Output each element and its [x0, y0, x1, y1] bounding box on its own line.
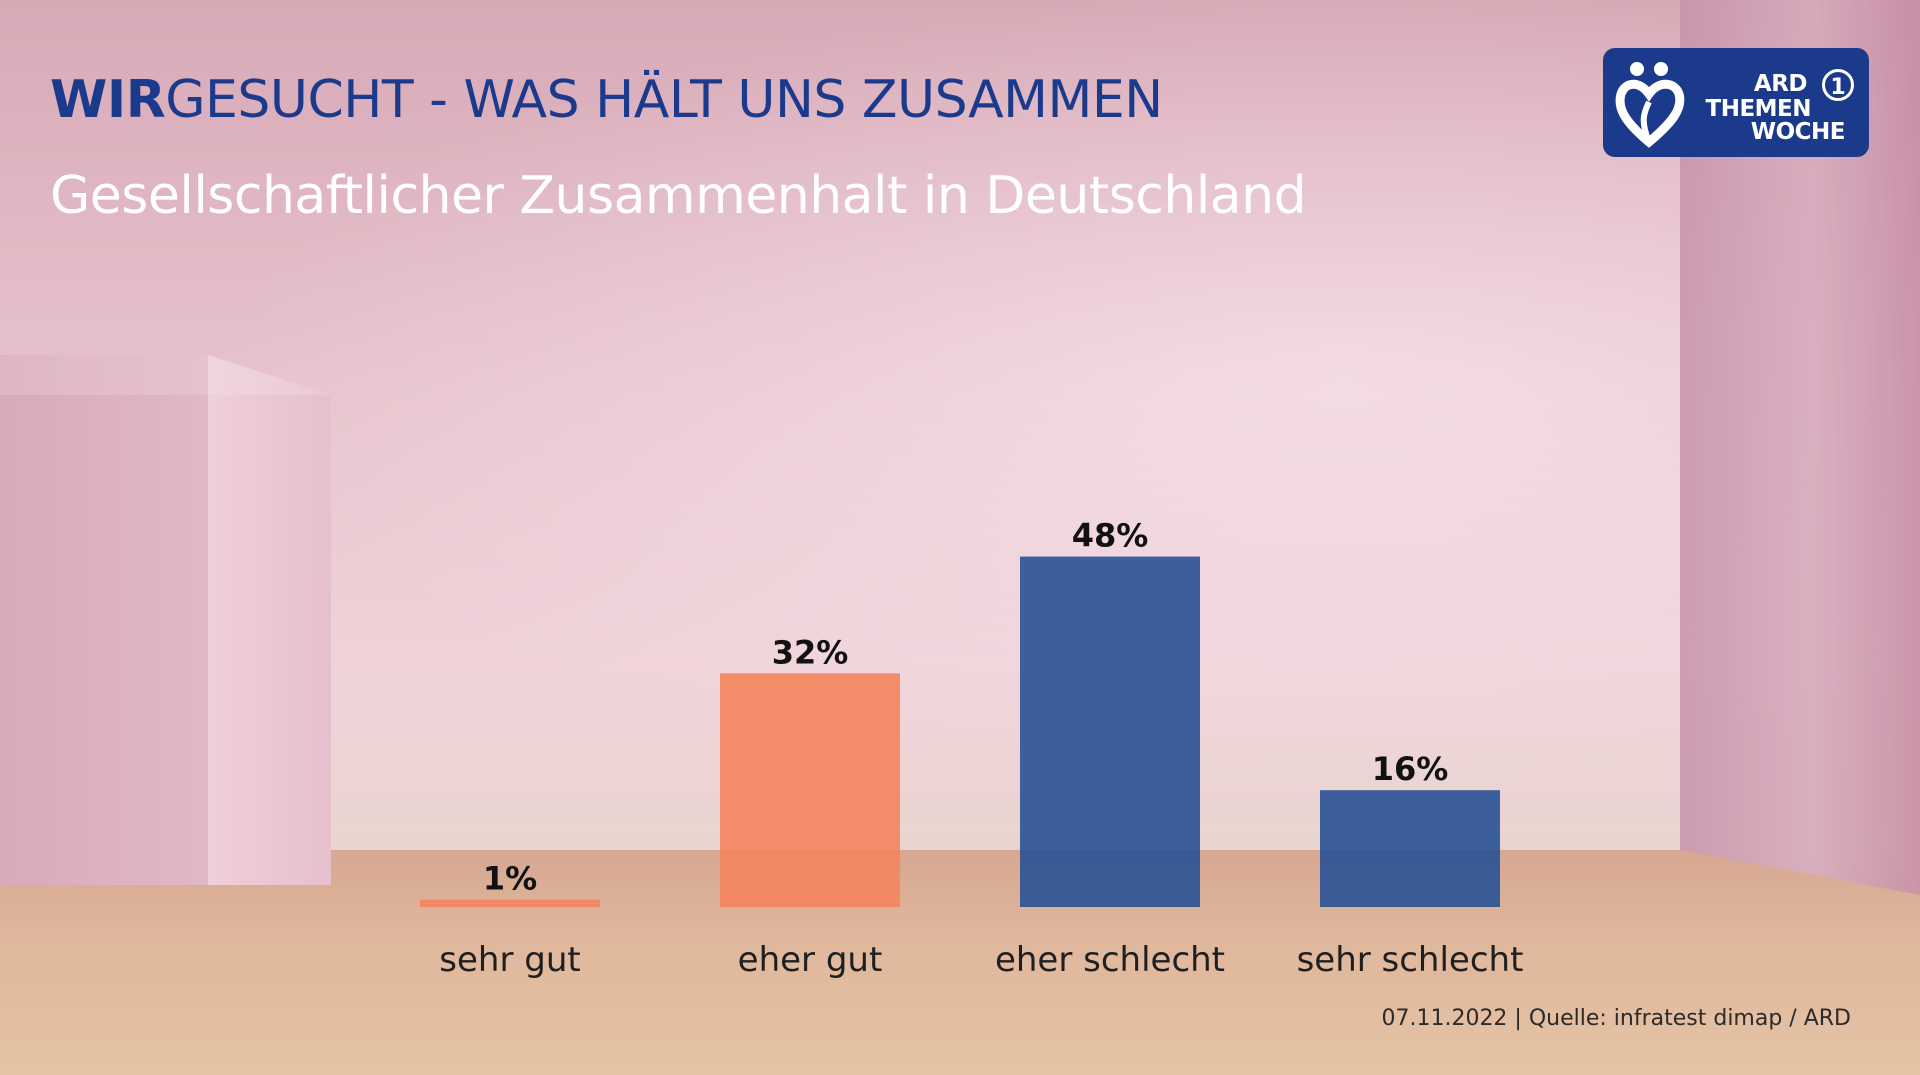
chart-subtitle: Gesellschaftlicher Zusammenhalt in Deuts…: [50, 166, 1307, 226]
logo-themen-text: THEMEN: [1705, 96, 1812, 122]
ard-one-icon: 1: [1822, 69, 1854, 101]
data-label: 32%: [772, 633, 849, 671]
bar-sehr-gut: [420, 899, 600, 907]
data-label: 48%: [1072, 517, 1149, 555]
title-strong: WIR: [50, 70, 166, 130]
bar-eher-schlecht: [1020, 556, 1200, 907]
title-rest: GESUCHT - WAS HÄLT UNS ZUSAMMEN: [165, 70, 1163, 130]
bar-sehr-schlecht: [1320, 790, 1500, 907]
logo-woche-text: WOCHE: [1750, 119, 1846, 145]
page-title: WIRGESUCHT - WAS HÄLT UNS ZUSAMMEN: [50, 70, 1163, 130]
category-label: eher schlecht: [995, 940, 1225, 980]
data-label: 1%: [483, 860, 537, 898]
bar-eher-gut: [720, 673, 900, 907]
category-label: eher gut: [738, 940, 883, 980]
category-label: sehr gut: [439, 940, 580, 980]
category-label: sehr schlecht: [1297, 940, 1524, 980]
logo-ard-text: ARD: [1753, 71, 1808, 97]
ard-themenwoche-logo: ARD 1 THEMEN WOCHE: [1603, 48, 1869, 157]
heart-people-icon: [1615, 62, 1685, 148]
data-label: 16%: [1372, 750, 1449, 788]
source-note: 07.11.2022 | Quelle: infratest dimap / A…: [1381, 1006, 1851, 1031]
